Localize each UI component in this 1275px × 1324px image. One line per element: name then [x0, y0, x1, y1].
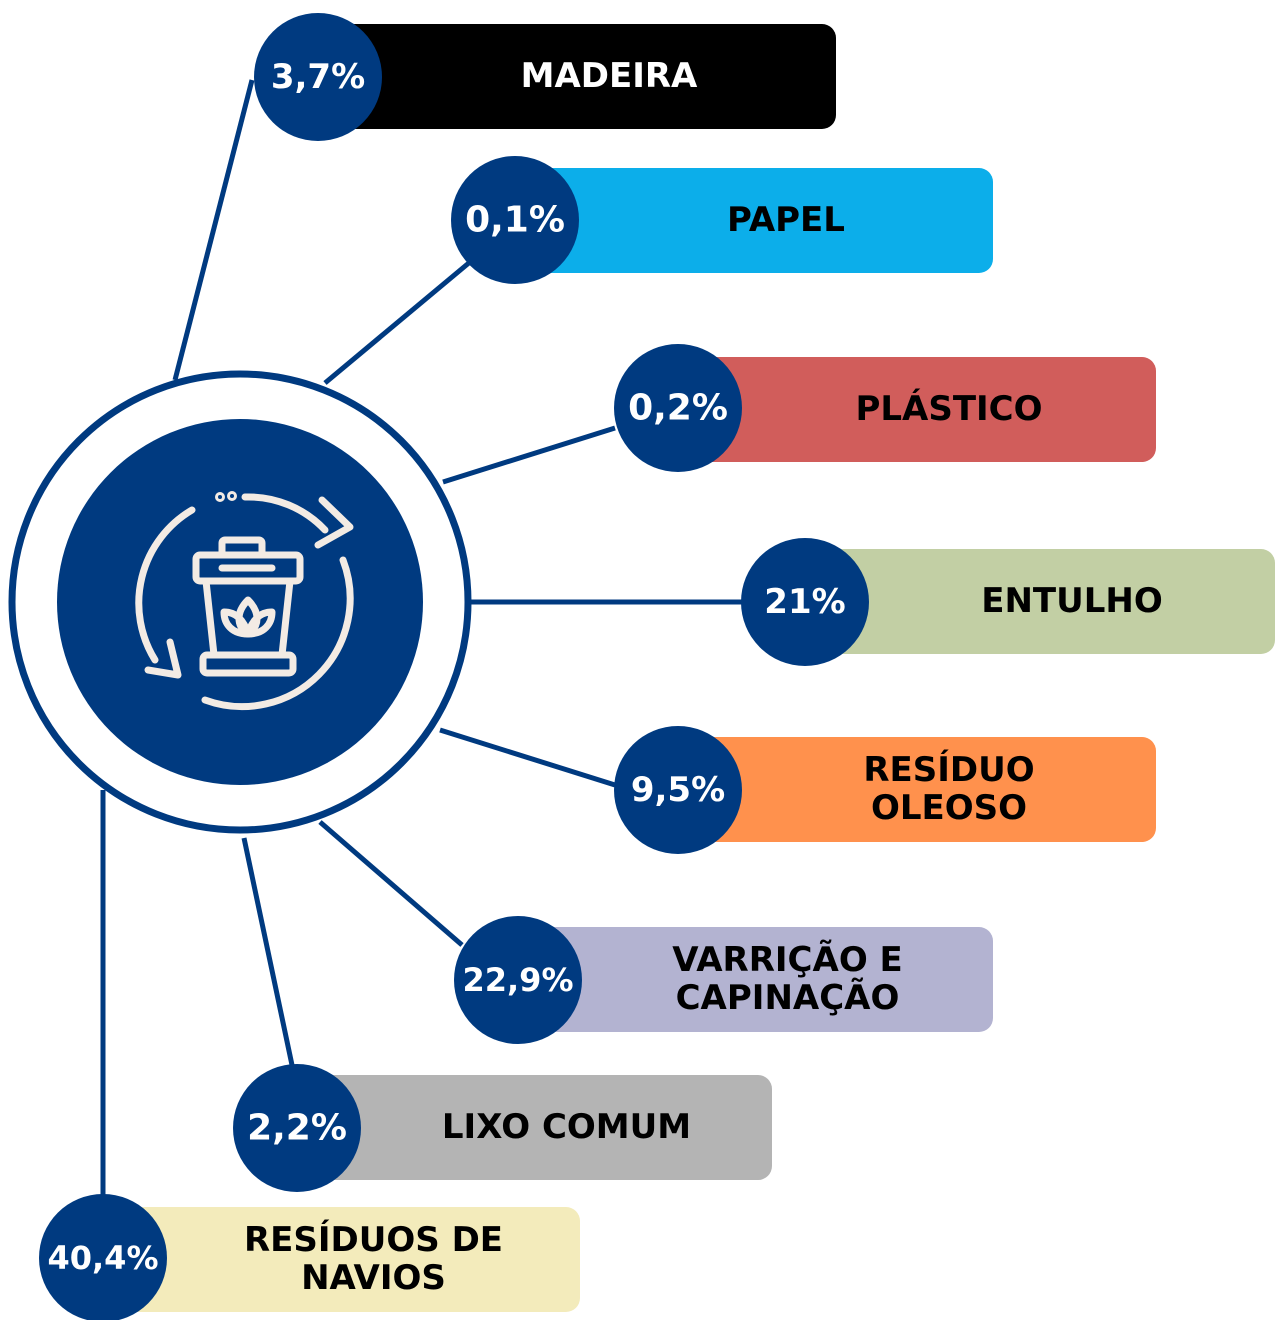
- connector: [318, 820, 464, 947]
- percent: 40,4%: [47, 1239, 158, 1277]
- connectors: [100, 79, 745, 1195]
- items: 3,7% MADEIRA 0,1% PAPEL 0,2% PLÁSTICO 21% ENTUL…: [39, 13, 1275, 1322]
- category-label: OLEOSO: [871, 788, 1027, 828]
- category-label: PAPEL: [727, 200, 845, 240]
- percent: 0,1%: [465, 200, 565, 241]
- category-label: LIXO COMUM: [442, 1107, 691, 1147]
- connector: [323, 260, 472, 385]
- connector: [442, 425, 616, 485]
- item: 0,2% PLÁSTICO: [614, 344, 1156, 472]
- label-bar: [820, 549, 1275, 654]
- hub-core: [57, 419, 423, 785]
- category-label: RESÍDUOS DE: [244, 1219, 503, 1260]
- recycle-icon: [135, 491, 354, 711]
- category-label: RESÍDUO: [863, 749, 1034, 790]
- connector: [172, 79, 255, 381]
- label-bar: [310, 1075, 772, 1180]
- item: 0,1% PAPEL: [451, 156, 993, 284]
- percent: 0,2%: [628, 388, 728, 429]
- label-bar: [115, 1207, 580, 1312]
- label-bar: [530, 168, 993, 273]
- percent-badge: [614, 726, 742, 854]
- percent: 9,5%: [631, 770, 725, 810]
- percent-badge: [741, 538, 869, 666]
- label-bar: [330, 24, 836, 129]
- category-label: NAVIOS: [301, 1258, 446, 1298]
- percent: 21%: [764, 582, 845, 622]
- connector: [439, 727, 616, 788]
- label-bar: [690, 737, 1156, 842]
- connector: [241, 837, 295, 1066]
- percent-badge: [254, 13, 382, 141]
- percent-badge: [454, 916, 582, 1044]
- percent-badge: [233, 1064, 361, 1192]
- item: 3,7% MADEIRA: [254, 13, 836, 141]
- category-label: PLÁSTICO: [855, 388, 1042, 429]
- item: 2,2% LIXO COMUM: [233, 1064, 772, 1192]
- label-bar: [690, 357, 1156, 462]
- hub: [8, 370, 472, 834]
- percent-badge: [39, 1194, 167, 1322]
- item: 21% ENTULHO: [741, 538, 1275, 666]
- percent: 22,9%: [462, 961, 573, 999]
- percent: 2,2%: [247, 1108, 347, 1149]
- percent-badge: [451, 156, 579, 284]
- category-label: ENTULHO: [981, 581, 1163, 621]
- category-label: VARRIÇÃO E: [672, 939, 903, 980]
- category-label: CAPINAÇÃO: [676, 977, 900, 1018]
- percent-badge: [614, 344, 742, 472]
- label-bar: [530, 927, 993, 1032]
- category-label: MADEIRA: [521, 56, 698, 96]
- percent: 3,7%: [271, 57, 365, 97]
